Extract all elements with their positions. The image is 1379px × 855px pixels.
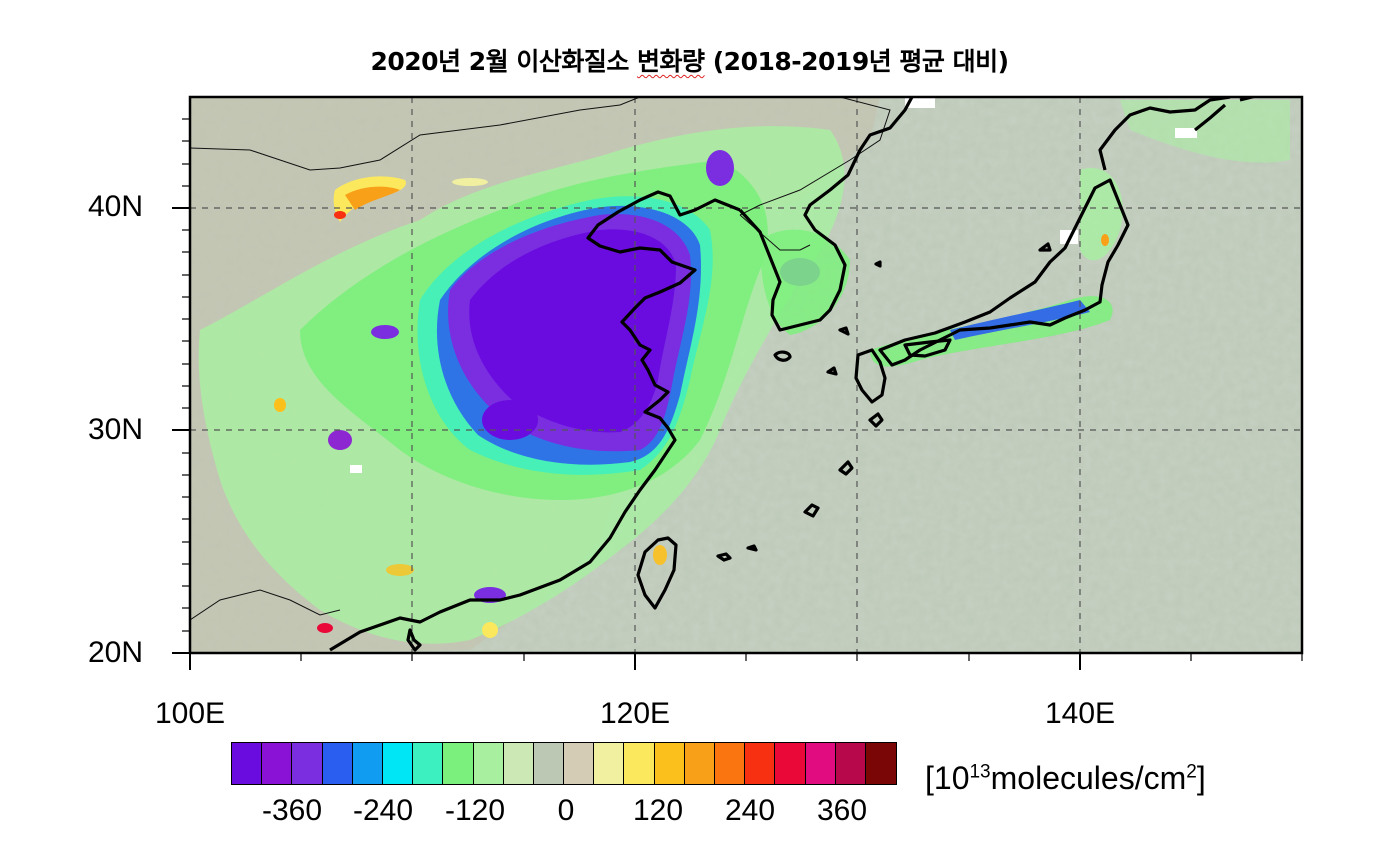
taiwan-coastline xyxy=(636,536,678,610)
increase-patch-south xyxy=(317,623,333,633)
lat-label-40n: 40N xyxy=(87,190,143,223)
colorbar-label: 360 xyxy=(816,794,868,827)
units-suffix: ] xyxy=(1196,760,1206,796)
honshu-coastline xyxy=(878,178,1130,367)
colorbar-label: 240 xyxy=(724,794,776,827)
colorbar-swatch xyxy=(624,743,655,784)
colorbar-swatch xyxy=(775,743,806,784)
colorbar-swatch xyxy=(654,743,685,784)
colorbar-swatch xyxy=(684,743,715,784)
colorbar-label: -120 xyxy=(444,794,506,827)
colorbar-swatch xyxy=(745,743,776,784)
china-coastline xyxy=(329,190,741,652)
colorbar-label: 120 xyxy=(632,794,684,827)
colorbar-swatch xyxy=(533,743,565,784)
colorbar-swatch xyxy=(473,743,504,784)
lon-label-140e: 140E xyxy=(1044,697,1116,730)
kyushu-coastline xyxy=(854,348,887,404)
colorbar-swatch xyxy=(322,743,353,784)
units-exponent: 13 xyxy=(969,761,991,783)
colorbar-swatch xyxy=(805,743,836,784)
colorbar-swatch xyxy=(352,743,383,784)
title-underlined-word: 변화량 xyxy=(637,47,705,76)
title-suffix: (2018-2019년 평균 대비) xyxy=(704,47,1009,76)
coastlines xyxy=(329,97,1259,652)
colorbar-swatch xyxy=(865,743,897,784)
map-plot xyxy=(172,95,1304,670)
units-area-exponent: 2 xyxy=(1186,761,1197,783)
colorbar-label: -360 xyxy=(261,794,323,827)
tick-marks xyxy=(172,118,1303,670)
hokkaido-coastline xyxy=(1098,97,1231,171)
colorbar-swatch xyxy=(232,743,263,784)
colorbar-swatch xyxy=(292,743,323,784)
units-prefix: [10 xyxy=(925,760,970,796)
lat-label-30n: 30N xyxy=(87,413,143,446)
colorbar-swatch xyxy=(503,743,534,784)
korea-coastline xyxy=(738,97,914,332)
colorbar xyxy=(231,742,898,785)
colorbar-label: 0 xyxy=(557,794,575,827)
lat-label-20n: 20N xyxy=(87,636,143,669)
colorbar-swatch xyxy=(594,743,625,784)
colorbar-label: -240 xyxy=(352,794,414,827)
map-field xyxy=(190,97,1302,653)
map-title: 2020년 2월 이산화질소 변화량 (2018-2019년 평균 대비) xyxy=(0,42,1379,78)
colorbar-swatch xyxy=(413,743,444,784)
colorbar-swatch xyxy=(443,743,474,784)
colorbar-swatch xyxy=(715,743,746,784)
colorbar-units: [1013molecules/cm2] xyxy=(925,760,1206,797)
lon-label-100e: 100E xyxy=(154,697,226,730)
colorbar-swatch xyxy=(262,743,293,784)
colorbar-swatch xyxy=(835,743,866,784)
colorbar-swatch xyxy=(564,743,595,784)
units-body: molecules/cm xyxy=(990,760,1187,796)
title-prefix: 2020년 2월 이산화질소 xyxy=(370,47,638,76)
lon-label-120e: 120E xyxy=(599,697,671,730)
colorbar-swatch xyxy=(382,743,414,784)
